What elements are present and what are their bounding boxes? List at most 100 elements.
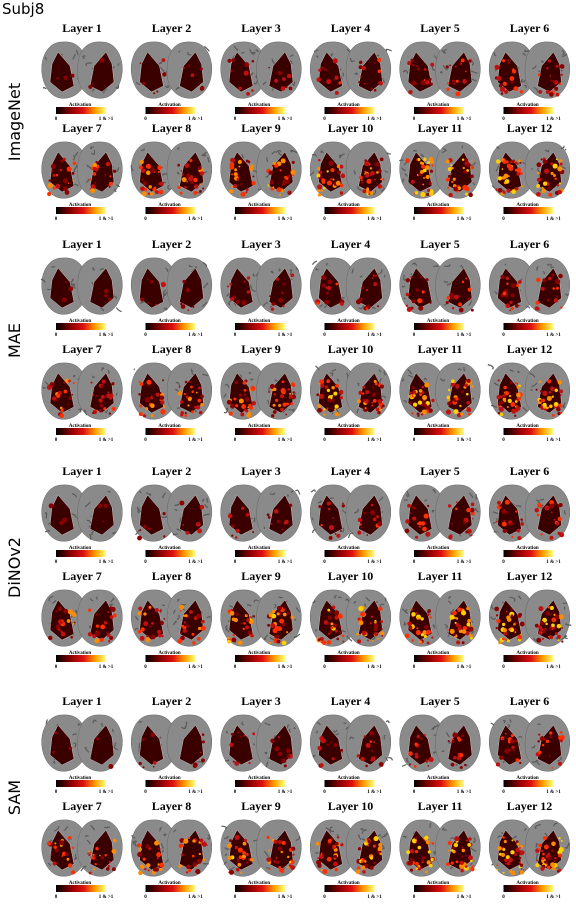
activation-spot — [357, 869, 361, 872]
activation-spot — [416, 617, 419, 620]
activation-spot — [53, 845, 57, 849]
sulcus — [316, 721, 321, 726]
sulcus — [131, 834, 136, 839]
sulcus — [160, 842, 164, 849]
colorbar-max: 1 & >1 — [457, 117, 472, 122]
activation-spot — [498, 84, 503, 88]
colorbar-min: 0 — [55, 117, 58, 122]
activation-spot — [457, 626, 462, 631]
sulcus — [179, 517, 182, 524]
activation-spot — [549, 535, 554, 540]
activation-spot — [454, 65, 457, 68]
activation-spot — [556, 407, 561, 412]
activation-spot — [373, 61, 376, 65]
colorbar-max: 1 & >1 — [99, 217, 114, 222]
colorbar-max: 1 & >1 — [367, 560, 382, 565]
sulcus — [225, 628, 230, 633]
activation-spot — [510, 733, 515, 738]
colorbar — [235, 207, 285, 214]
activation-spot — [100, 385, 104, 388]
activation-spot — [319, 379, 325, 385]
activation-spot — [500, 852, 506, 858]
activation-spot — [177, 163, 181, 167]
sulcus — [225, 624, 228, 629]
activation-spot — [520, 868, 523, 870]
activation-spot — [59, 168, 63, 172]
colorbar-min: 0 — [234, 790, 237, 795]
activation-spot — [420, 633, 425, 637]
activation-spot — [192, 305, 195, 308]
activation-spot — [505, 862, 507, 865]
colorbar-min: 0 — [234, 333, 237, 338]
activation-spot — [461, 641, 465, 645]
activation-spot — [461, 158, 465, 161]
activation-spot — [71, 171, 75, 175]
activation-spot — [542, 402, 547, 408]
activation-spot — [468, 837, 472, 841]
activation-spot — [163, 535, 166, 538]
activation-spot — [465, 70, 467, 73]
activation-spot — [447, 388, 451, 392]
colorbar — [145, 550, 196, 557]
roi-region — [537, 151, 562, 193]
activation-spot — [515, 510, 518, 513]
sulcus — [325, 827, 332, 834]
activation-spot — [185, 871, 189, 874]
sulcus — [201, 154, 207, 157]
activation-spot — [201, 758, 205, 763]
activation-spot — [146, 379, 152, 385]
colorbar-max: 1 & >1 — [188, 117, 203, 122]
activation-spot — [495, 762, 501, 767]
activation-spot — [455, 397, 459, 401]
activation-spot — [189, 158, 193, 163]
activation-spot — [153, 186, 157, 189]
activation-spot — [551, 766, 554, 769]
sulcus — [470, 70, 478, 74]
colorbar-min: 0 — [413, 895, 416, 900]
sulcus — [202, 261, 208, 268]
activation-spot — [246, 276, 251, 280]
activation-spot — [451, 740, 455, 744]
sulcus — [385, 720, 390, 724]
activation-spot — [329, 177, 333, 181]
activation-spot — [371, 639, 374, 642]
activation-spot — [237, 862, 242, 867]
activation-spot — [514, 304, 519, 308]
sulcus — [116, 307, 122, 313]
sulcus — [163, 307, 168, 311]
activation-spot — [515, 758, 520, 762]
colorbar — [503, 655, 554, 662]
sulcus — [468, 300, 473, 306]
activation-spot — [373, 379, 377, 384]
roi-region — [318, 51, 343, 93]
activation-spot — [277, 751, 283, 757]
sulcus — [138, 720, 142, 723]
colorbar-title: Activation — [158, 546, 180, 551]
activation-spot — [452, 846, 456, 850]
colorbar — [503, 780, 554, 787]
activation-spot — [447, 296, 450, 299]
activation-spot — [70, 635, 73, 639]
activation-spot — [504, 732, 507, 735]
colorbar-title: Activation — [69, 881, 91, 886]
sulcus — [357, 185, 363, 191]
activation-spot — [405, 278, 411, 283]
activation-spot — [495, 614, 499, 617]
sulcus — [341, 629, 346, 633]
sulcus — [44, 512, 48, 519]
sulcus — [289, 54, 294, 57]
layer-title: Layer 10 — [328, 799, 373, 813]
activation-spot — [507, 59, 510, 62]
sulcus — [353, 170, 356, 175]
sulcus — [228, 866, 235, 871]
sulcus — [135, 81, 141, 85]
activation-spot — [328, 160, 334, 166]
colorbar-max: 1 & >1 — [188, 895, 203, 900]
activation-spot — [341, 504, 345, 508]
layer-title: Layer 7 — [62, 342, 101, 356]
activation-spot — [423, 403, 428, 408]
activation-spot — [278, 403, 282, 407]
activation-spot — [496, 159, 501, 164]
activation-spot — [544, 505, 550, 511]
